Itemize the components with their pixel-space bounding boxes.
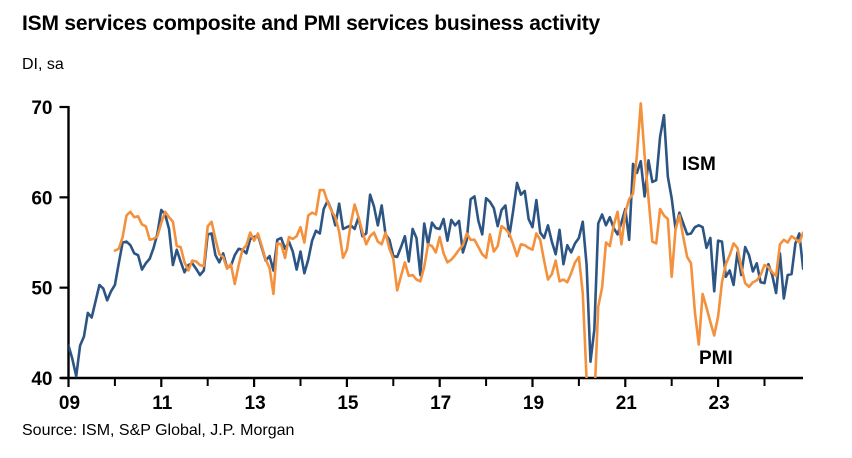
x-axis-tick-label: 13 <box>245 393 266 414</box>
page-title: ISM services composite and PMI services … <box>22 12 601 35</box>
axes: 40 50 60 70 09 11 13 15 17 19 21 23 <box>31 98 803 414</box>
x-axis-tick-label: 15 <box>337 393 359 414</box>
source-note: Source: ISM, S&P Global, J.P. Morgan <box>22 422 295 439</box>
x-axis-tick-label: 11 <box>152 393 173 414</box>
y-axis-tick-label: 60 <box>31 188 52 209</box>
series-label-ism: ISM <box>682 154 716 175</box>
x-axis-tick-label: 17 <box>430 393 451 414</box>
x-axis-tick-label: 23 <box>709 393 730 414</box>
y-axis-tick-label: 40 <box>31 369 52 390</box>
series-line-ism <box>68 113 803 378</box>
data-series <box>68 102 803 378</box>
series-line-pmi <box>113 102 803 378</box>
series-label-pmi: PMI <box>699 348 733 369</box>
chart-subtitle: DI, sa <box>22 56 64 73</box>
y-axis-tick-label: 50 <box>31 279 52 300</box>
x-axis-tick-label: 09 <box>59 393 80 414</box>
x-axis-tick-label: 19 <box>523 393 544 414</box>
y-axis-tick-label: 70 <box>31 98 52 119</box>
x-axis-tick-label: 21 <box>616 393 638 414</box>
